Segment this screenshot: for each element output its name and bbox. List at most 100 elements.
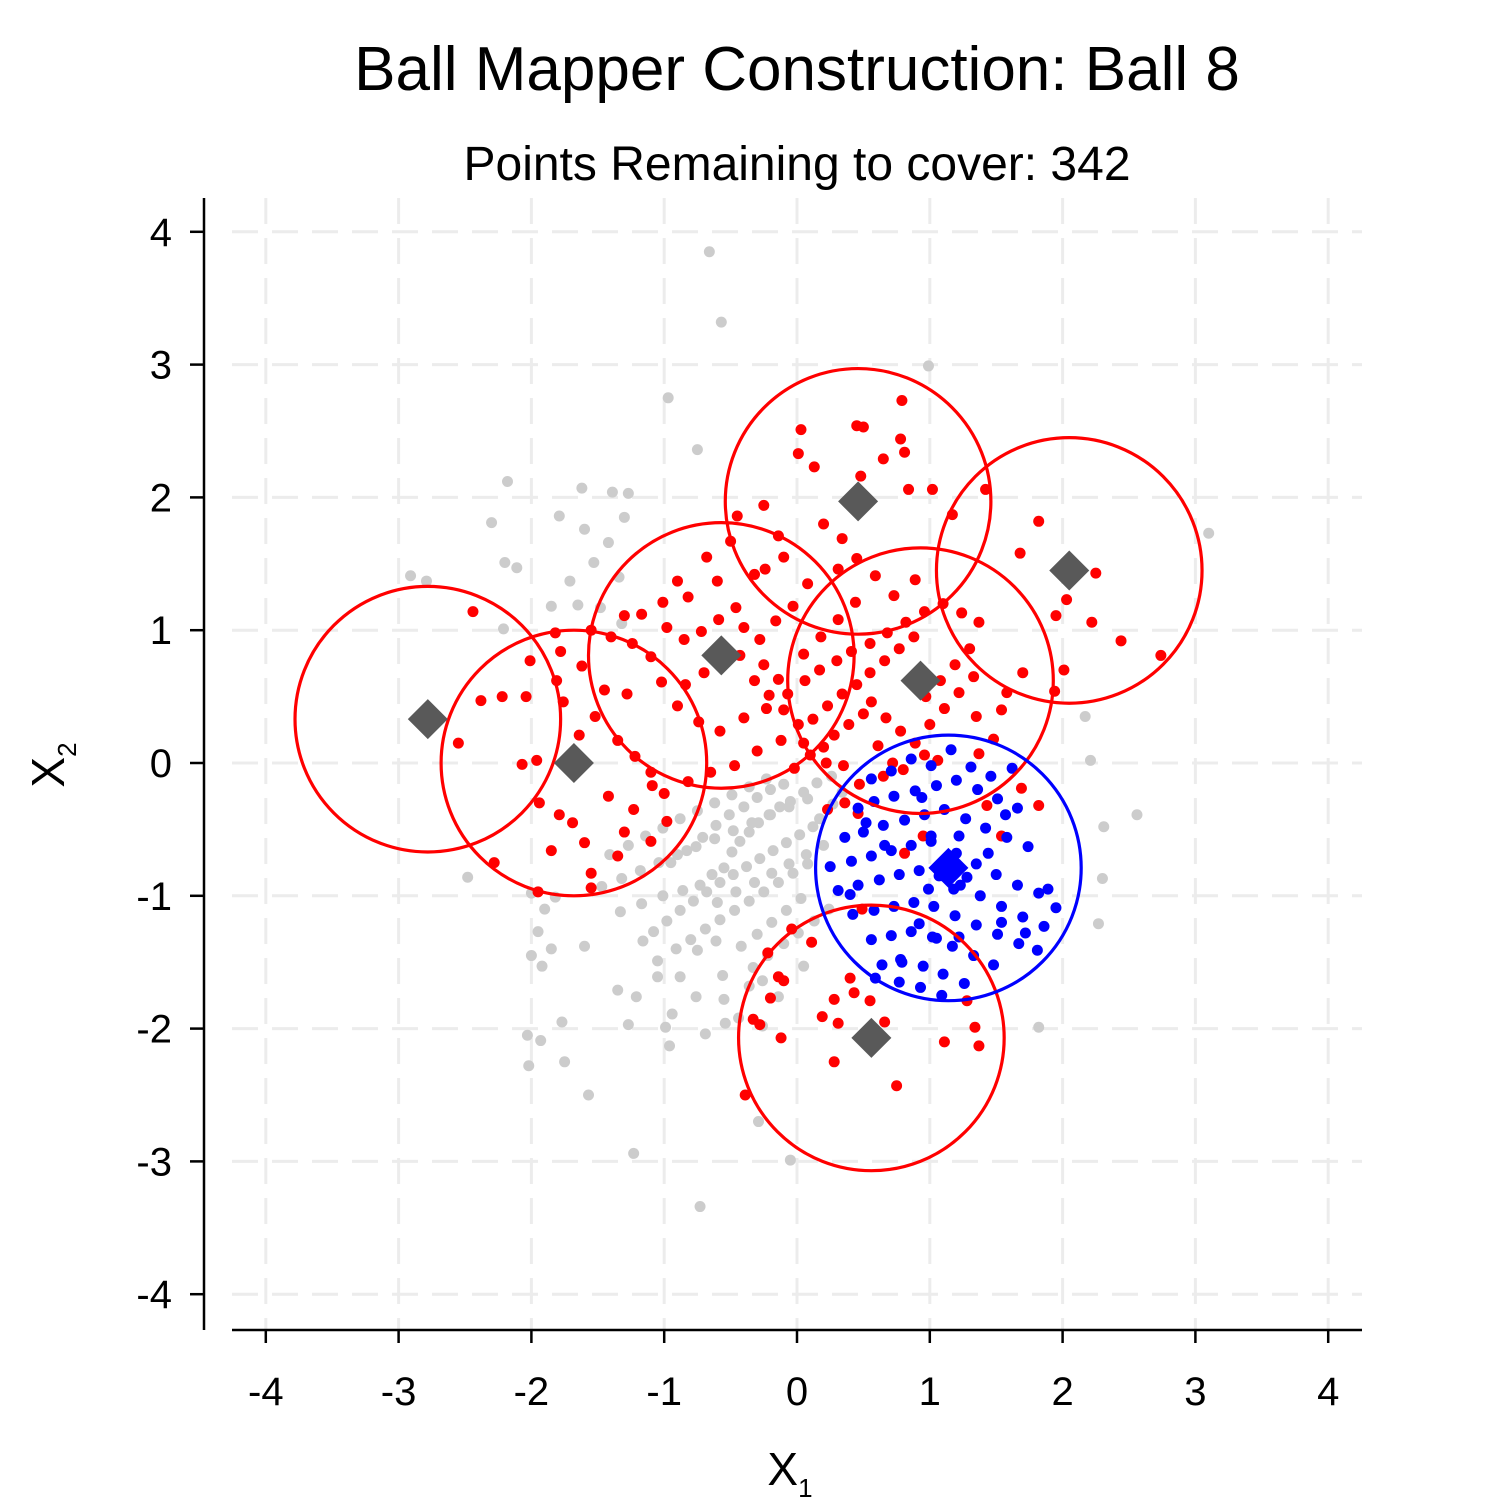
covered-point [828, 1056, 840, 1068]
uncovered-point [674, 904, 686, 916]
covered-point [1155, 649, 1167, 661]
covered-point [770, 615, 782, 627]
ball-circle [934, 436, 1204, 705]
uncovered-point [723, 809, 735, 821]
current-point [953, 830, 965, 842]
uncovered-point [579, 940, 591, 952]
covered-point [452, 737, 464, 749]
covered-point [820, 757, 832, 769]
covered-point [864, 667, 876, 679]
x-tick-label: 3 [1184, 1370, 1206, 1414]
uncovered-point [756, 975, 768, 987]
covered-point [893, 643, 905, 655]
current-point [1006, 762, 1018, 774]
covered-point [799, 675, 811, 687]
x-axis-label-subscript: 1 [798, 1473, 812, 1503]
x-tick-label: 0 [786, 1370, 808, 1414]
current-point [937, 968, 949, 980]
covered-point [738, 622, 750, 634]
covered-point [895, 433, 907, 445]
covered-point [832, 563, 844, 575]
uncovered-point [727, 869, 739, 881]
covered-point [877, 770, 889, 782]
covered-point [711, 575, 723, 587]
covered-point [836, 688, 848, 700]
uncovered-point [648, 926, 660, 938]
current-point [847, 908, 859, 920]
covered-point [964, 643, 976, 655]
current-point [1001, 831, 1013, 843]
covered-point [682, 591, 694, 603]
axes: -4 -3 -2 -1 0 1 2 3 4 4 3 2 1 0 -1 -2 -3 -4 [136, 198, 1362, 1414]
current-point [958, 977, 970, 989]
uncovered-point [735, 940, 747, 952]
current-point [860, 817, 872, 829]
uncovered-point [545, 943, 557, 955]
uncovered-point [726, 789, 738, 801]
covered-point [877, 453, 889, 465]
current-point [970, 858, 982, 870]
current-point [865, 850, 877, 862]
current-point [844, 888, 856, 900]
covered-point [531, 754, 543, 766]
uncovered-point [666, 1008, 678, 1020]
current-point [852, 802, 864, 814]
uncovered-point [798, 960, 810, 972]
ball-center-marker [553, 743, 594, 783]
current-point [992, 928, 1004, 940]
y-tick-label: 0 [150, 742, 172, 786]
covered-point [831, 655, 843, 667]
covered-point [816, 1011, 828, 1023]
uncovered-point [778, 778, 790, 790]
covered-point [598, 684, 610, 696]
uncovered-point [511, 562, 523, 574]
uncovered-point [677, 884, 689, 896]
x-tick-label: 2 [1051, 1370, 1073, 1414]
covered-point [869, 570, 881, 582]
covered-point [764, 992, 776, 1004]
uncovered-point [751, 792, 763, 804]
covered-point [879, 1016, 891, 1028]
uncovered-point [622, 839, 634, 851]
covered-point [628, 803, 640, 815]
uncovered-point [764, 784, 776, 796]
uncovered-point [711, 896, 723, 908]
covered-point [731, 510, 743, 522]
ball-circle [736, 903, 1006, 1173]
current-point [845, 855, 857, 867]
current-point [1038, 920, 1050, 932]
covered-point [918, 749, 930, 761]
covered-point [555, 645, 567, 657]
current-point [925, 760, 937, 772]
uncovered-point [1079, 711, 1091, 723]
current-point [949, 910, 961, 922]
y-axis-label: X2 [22, 742, 82, 787]
current-point [885, 765, 897, 777]
covered-point [864, 637, 876, 649]
uncovered-point [758, 886, 770, 898]
uncovered-point [794, 829, 806, 841]
uncovered-point [532, 926, 544, 938]
uncovered-point [690, 991, 702, 1003]
uncovered-point [766, 867, 778, 879]
covered-point [778, 975, 790, 987]
covered-point [822, 700, 834, 712]
uncovered-point [772, 877, 784, 889]
uncovered-point [719, 1017, 731, 1029]
current-point [930, 932, 942, 944]
uncovered-point [1084, 754, 1096, 766]
current-ball-circle [813, 733, 1083, 1003]
uncovered-point [588, 556, 600, 568]
uncovered-point [710, 935, 722, 947]
covered-point [739, 1089, 751, 1101]
y-tick-label: -4 [136, 1273, 172, 1317]
uncovered-point [741, 861, 753, 873]
uncovered-point [637, 935, 649, 947]
covered-points [452, 394, 1167, 1101]
covered-point [806, 936, 818, 948]
covered-point [814, 664, 826, 676]
uncovered-points [405, 246, 1215, 1213]
current-point [996, 900, 1008, 912]
covered-point [758, 659, 770, 671]
uncovered-point [783, 801, 795, 813]
